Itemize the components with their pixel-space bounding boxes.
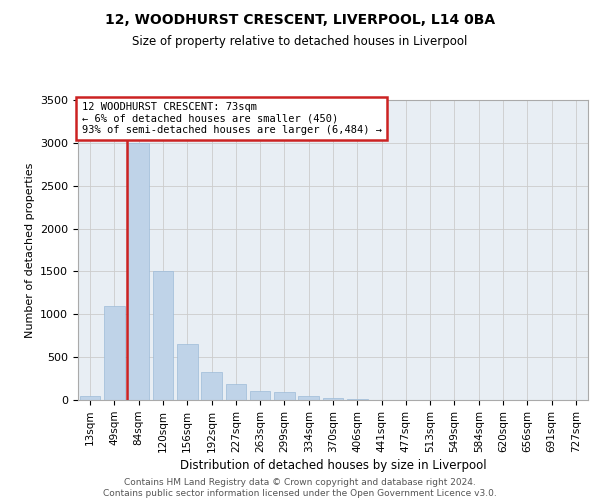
Bar [347, 399, 368, 400]
Bar [201, 372, 222, 400]
Bar [128, 143, 149, 400]
Bar [226, 384, 246, 400]
X-axis label: Distribution of detached houses by size in Liverpool: Distribution of detached houses by size … [179, 459, 487, 472]
Text: Contains HM Land Registry data © Crown copyright and database right 2024.
Contai: Contains HM Land Registry data © Crown c… [103, 478, 497, 498]
Text: 12, WOODHURST CRESCENT, LIVERPOOL, L14 0BA: 12, WOODHURST CRESCENT, LIVERPOOL, L14 0… [105, 12, 495, 26]
Bar [274, 392, 295, 400]
Y-axis label: Number of detached properties: Number of detached properties [25, 162, 35, 338]
Bar [177, 344, 197, 400]
Bar [152, 272, 173, 400]
Bar [323, 398, 343, 400]
Bar [104, 306, 125, 400]
Text: 12 WOODHURST CRESCENT: 73sqm
← 6% of detached houses are smaller (450)
93% of se: 12 WOODHURST CRESCENT: 73sqm ← 6% of det… [82, 102, 382, 135]
Text: Size of property relative to detached houses in Liverpool: Size of property relative to detached ho… [133, 35, 467, 48]
Bar [250, 390, 271, 400]
Bar [80, 396, 100, 400]
Bar [298, 396, 319, 400]
